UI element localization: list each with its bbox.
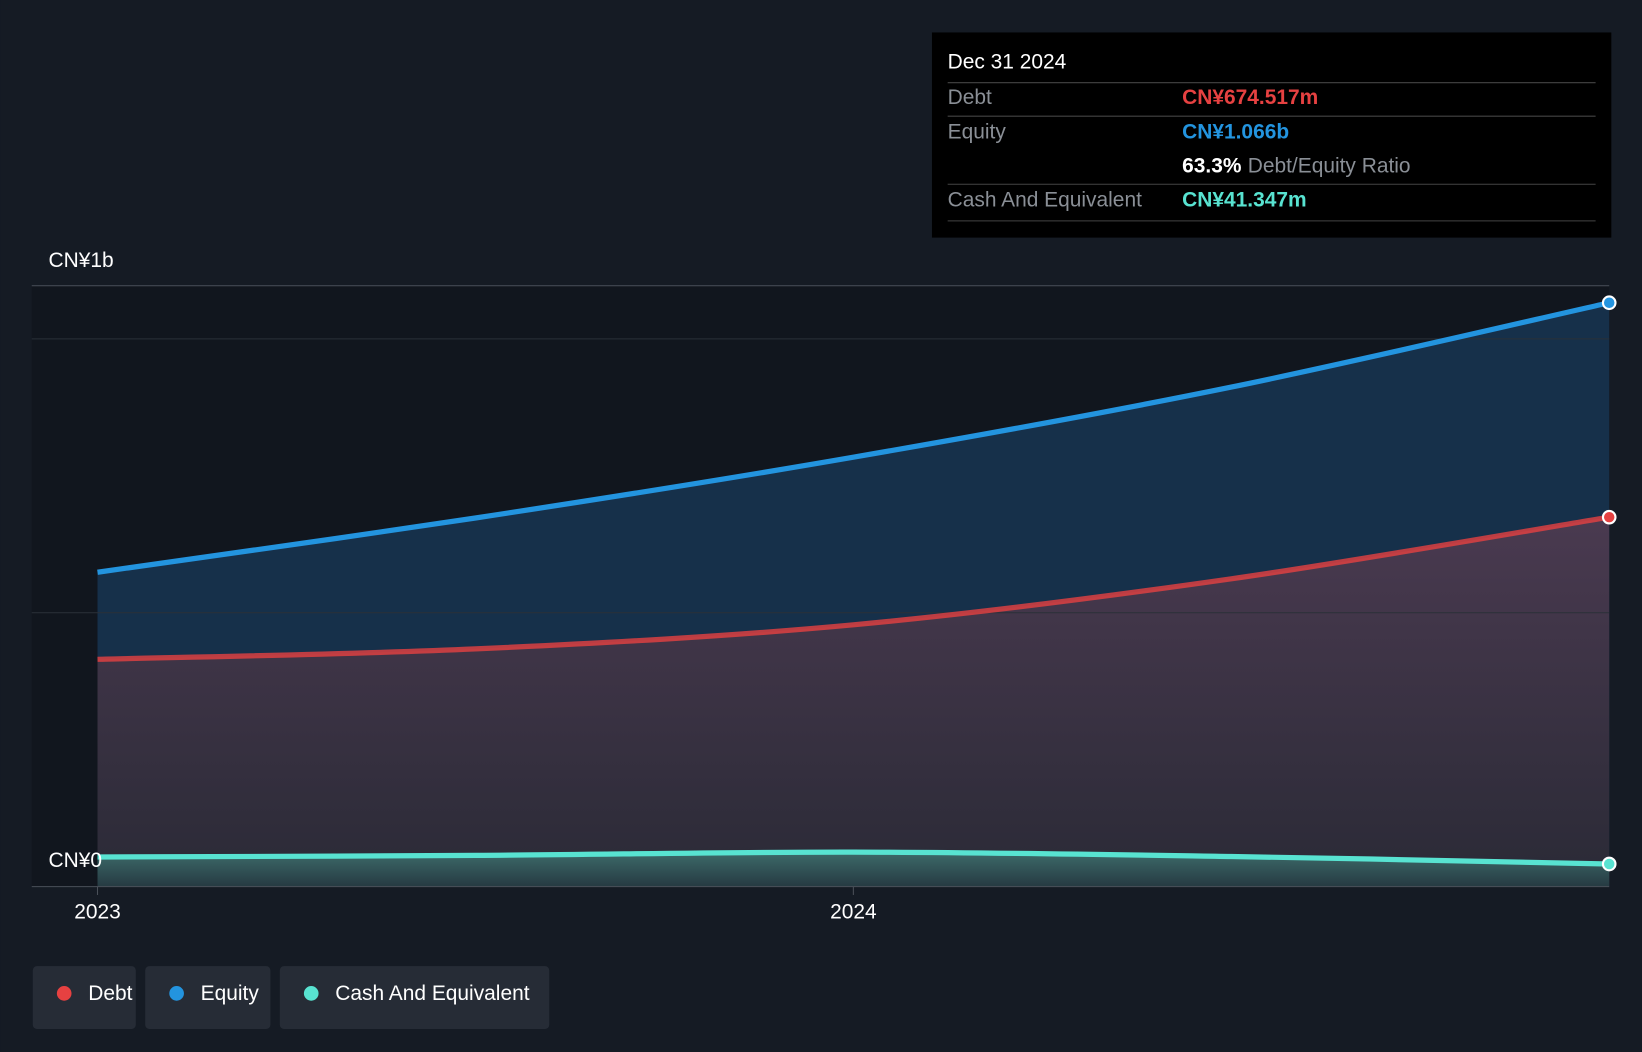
line — [97, 300, 1610, 575]
tooltip-label: Debt — [948, 86, 992, 109]
end-point — [1601, 509, 1617, 525]
legend-button[interactable] — [279, 966, 550, 1029]
line — [97, 849, 1610, 867]
tooltip-label: Equity — [948, 120, 1007, 143]
areas — [97, 302, 1610, 887]
ratio-label: Debt/Equity Ratio — [1248, 154, 1411, 177]
legend-dot — [56, 986, 72, 1001]
area — [97, 517, 1610, 887]
grid — [31, 338, 1610, 614]
tooltip-value: CN¥674.517m — [1182, 86, 1318, 109]
lines — [97, 295, 1617, 872]
tooltip-value: CN¥1.066b — [1182, 120, 1289, 143]
x-tick-label: 2023 — [74, 900, 121, 923]
end-point — [1601, 856, 1617, 872]
y-tick-label: CN¥0 — [48, 849, 102, 872]
ratio: 63.3% Debt/Equity Ratio — [1182, 154, 1410, 177]
legend-label: Debt — [88, 982, 132, 1005]
area — [97, 852, 1610, 887]
legend-button[interactable] — [32, 966, 136, 1029]
tooltip-box — [931, 32, 1612, 238]
legend-item[interactable]: Debt — [32, 966, 136, 1029]
legend-label: Cash And Equivalent — [335, 982, 529, 1005]
tooltip-value: CN¥41.347m — [1182, 189, 1306, 212]
legend-item[interactable]: Equity — [145, 966, 271, 1029]
legend: Debt Equity Cash And Equivalent — [32, 966, 550, 1029]
tooltip: Dec 31 2024 Debt CN¥674.517m Equity CN¥1… — [931, 32, 1612, 238]
legend-dot — [303, 986, 319, 1001]
tooltip-label: Cash And Equivalent — [948, 189, 1142, 212]
legend-item[interactable]: Cash And Equivalent — [279, 966, 550, 1029]
y-tick-label: CN¥1b — [48, 249, 113, 272]
line — [97, 514, 1610, 662]
ratio-value: 63.3% — [1182, 154, 1242, 177]
x-tick-label: 2024 — [830, 900, 877, 923]
end-point — [1601, 295, 1617, 311]
legend-dot — [169, 986, 184, 1001]
axes: CN¥0 CN¥1b 2023 2024 — [31, 249, 1610, 923]
legend-button[interactable] — [145, 966, 271, 1029]
legend-label: Equity — [201, 982, 260, 1005]
tooltip-title: Dec 31 2024 — [948, 50, 1067, 73]
